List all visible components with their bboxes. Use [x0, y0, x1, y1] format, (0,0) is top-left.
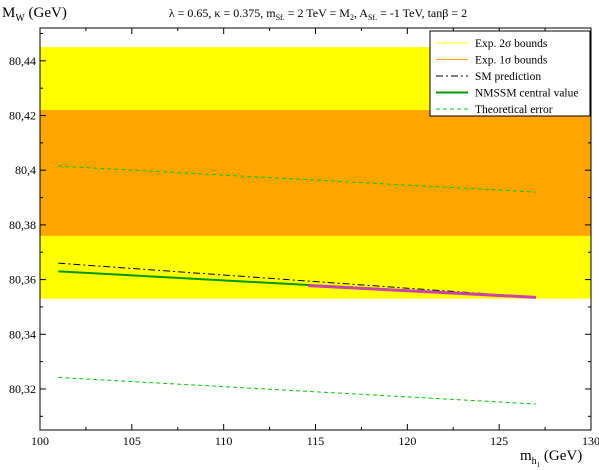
legend-label-3: NMSSM central value — [475, 88, 578, 100]
legend-label-2: SM prediction — [475, 71, 541, 83]
series-line-theoretical-error-2 — [58, 165, 536, 193]
y-tick-label: 80,38 — [9, 218, 36, 232]
y-tick-label: 80,4 — [15, 163, 36, 177]
y-tick-label: 80,32 — [9, 382, 36, 396]
legend: Exp. 2σ bounds Exp. 1σ bounds SM predictio… — [429, 30, 591, 117]
legend-label-4: Theoretical error — [475, 104, 553, 116]
series-line-sm-prediction-0 — [58, 262, 536, 298]
series-line-4 — [308, 284, 536, 299]
y-tick-label: 80,42 — [9, 109, 36, 123]
y-axis-label: MW (GeV) — [2, 5, 67, 24]
legend-box — [429, 30, 591, 117]
legend-label-0: Exp. 2σ bounds — [475, 38, 548, 50]
x-tick-label: 100 — [31, 434, 49, 448]
x-tick-label: 105 — [123, 434, 141, 448]
x-tick-label: 120 — [398, 434, 416, 448]
series-line-theoretical-error-3 — [58, 376, 536, 405]
y-tick-label: 80,44 — [9, 54, 36, 68]
x-axis-label: mh1 (GeV) — [520, 448, 582, 469]
x-tick-label: 110 — [215, 434, 233, 448]
x-tick-label: 130 — [582, 434, 599, 448]
y-tick-label: 80,34 — [9, 327, 36, 341]
x-tick-label: 115 — [307, 434, 325, 448]
x-tick-label: 125 — [490, 434, 508, 448]
chart-title: λ = 0.65, κ = 0.375, mSf. = 2 TeV = M2, … — [169, 6, 467, 22]
band-1sigma — [40, 110, 591, 236]
y-tick-label: 80,36 — [9, 273, 36, 287]
series-lines — [58, 165, 536, 405]
legend-label-1: Exp. 1σ bounds — [475, 55, 548, 67]
